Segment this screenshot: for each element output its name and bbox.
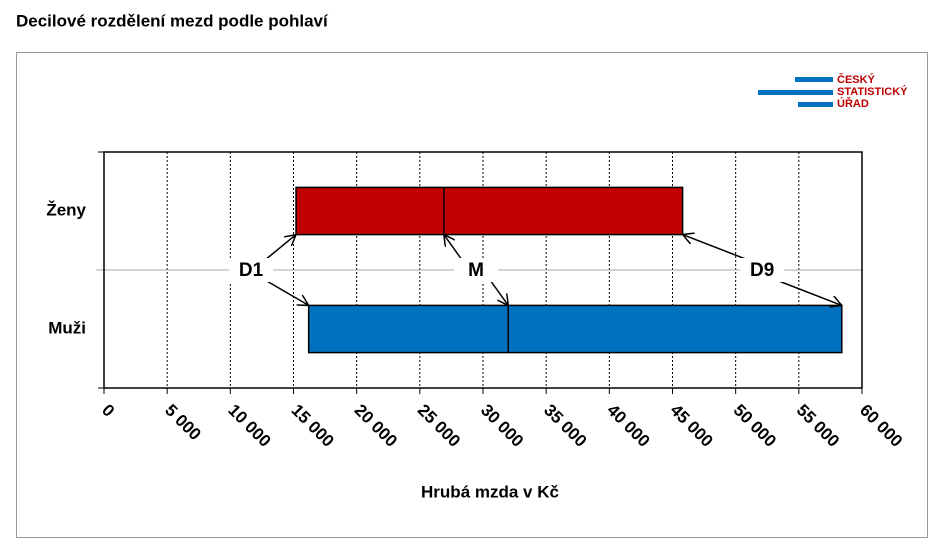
logo-bar — [798, 102, 833, 107]
logo-bar — [758, 90, 833, 95]
annotation-box — [454, 258, 499, 282]
annotation-arrow — [489, 279, 508, 305]
annotation-label: D1 — [239, 260, 264, 281]
plot-area — [103, 151, 863, 389]
bar — [307, 304, 843, 354]
y-tick-label: Muži — [48, 318, 86, 337]
x-axis-title: Hrubá mzda v Kč — [421, 482, 559, 501]
bar — [295, 186, 684, 236]
annotation-arrow — [775, 279, 842, 305]
annotation-arrow — [264, 279, 309, 305]
annotation-box — [740, 258, 785, 282]
annotation-arrow — [444, 235, 463, 261]
logo: ČESKÝ STATISTICKÝ ÚŘAD — [758, 73, 908, 110]
annotation-label: M — [468, 260, 484, 281]
annotation-arrow — [264, 235, 296, 261]
annotation-box — [229, 258, 274, 282]
logo-text: ÚŘAD — [837, 97, 869, 110]
chart-title: Decilové rozdělení mezd podle pohlaví — [16, 11, 329, 30]
annotation-arrow — [683, 235, 749, 261]
chart-frame — [16, 52, 928, 538]
annotation-label: D9 — [750, 260, 774, 281]
logo-text: STATISTICKÝ — [837, 85, 908, 98]
logo-text: ČESKÝ — [837, 73, 876, 86]
y-tick-label: Ženy — [46, 200, 86, 219]
logo-bar — [795, 77, 833, 82]
